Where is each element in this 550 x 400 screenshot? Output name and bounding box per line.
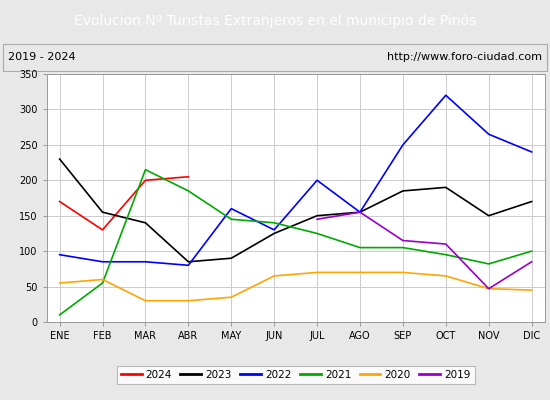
Text: http://www.foro-ciudad.com: http://www.foro-ciudad.com xyxy=(387,52,542,62)
Legend: 2024, 2023, 2022, 2021, 2020, 2019: 2024, 2023, 2022, 2021, 2020, 2019 xyxy=(117,366,475,384)
Text: Evolucion Nº Turistas Extranjeros en el municipio de Pinós: Evolucion Nº Turistas Extranjeros en el … xyxy=(74,14,476,28)
Text: 2019 - 2024: 2019 - 2024 xyxy=(8,52,76,62)
